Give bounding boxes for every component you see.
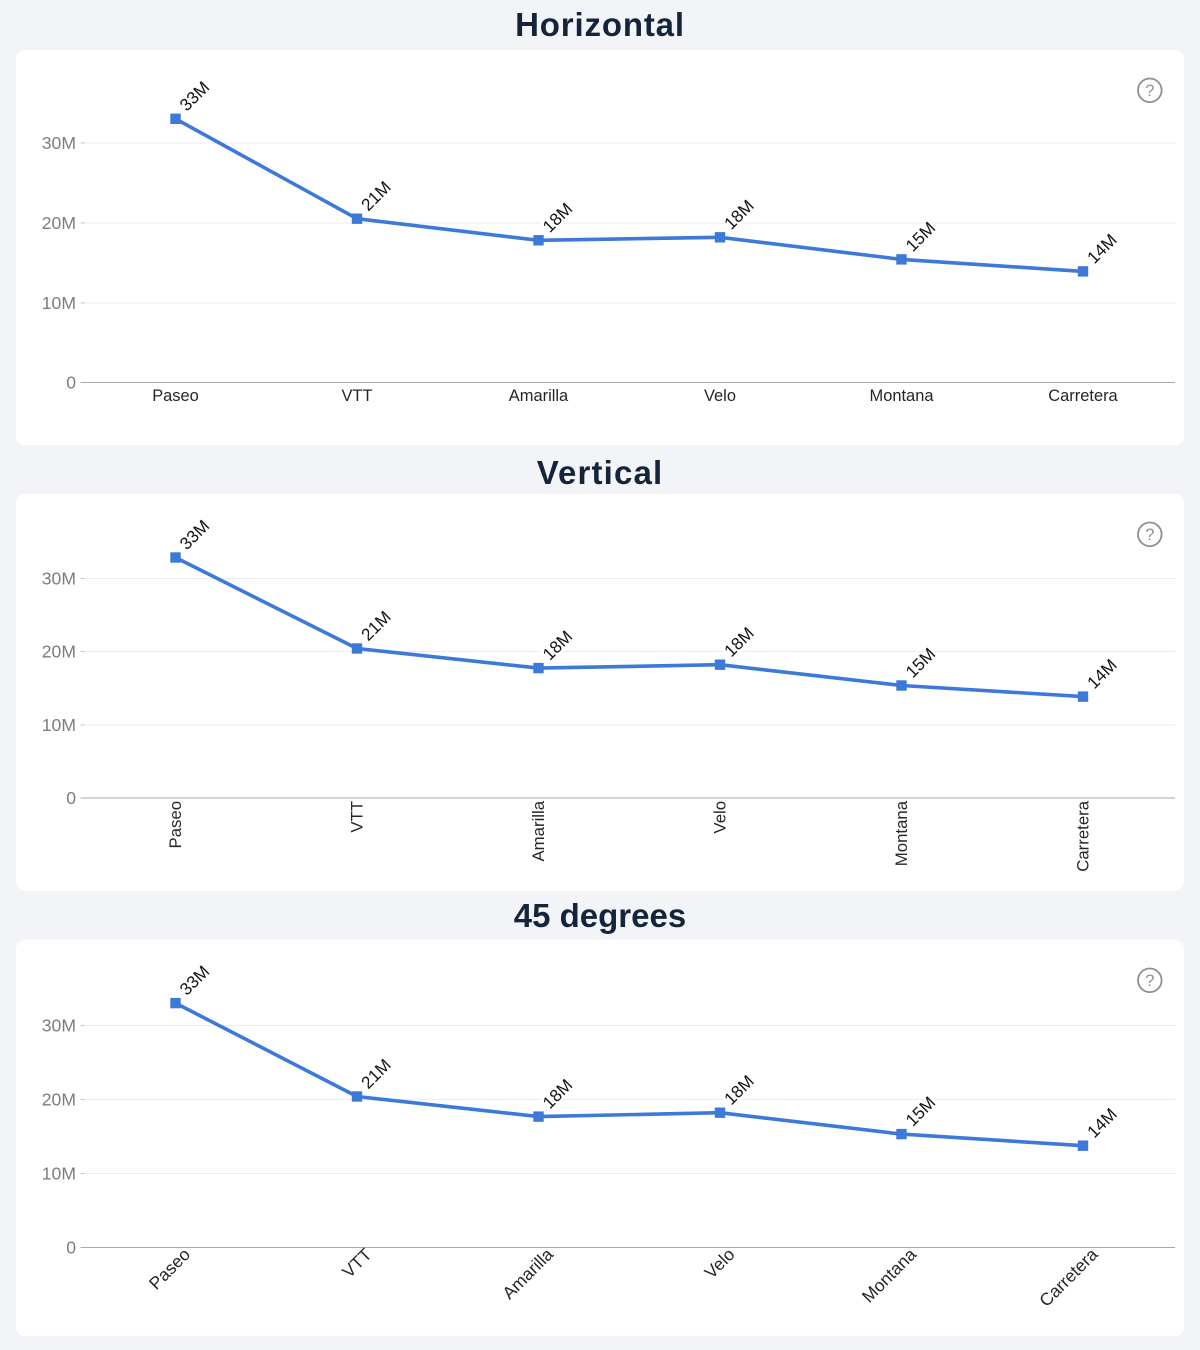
svg-text:Paseo: Paseo xyxy=(145,1244,194,1293)
svg-text:Paseo: Paseo xyxy=(166,801,185,849)
svg-text:Paseo: Paseo xyxy=(152,387,199,405)
svg-text:VTT: VTT xyxy=(348,801,367,833)
svg-text:20M: 20M xyxy=(42,642,76,662)
svg-text:30M: 30M xyxy=(42,1016,76,1036)
svg-text:10M: 10M xyxy=(42,715,76,735)
svg-text:18M: 18M xyxy=(720,1071,758,1109)
svg-text:14M: 14M xyxy=(1083,655,1121,693)
svg-text:20M: 20M xyxy=(42,213,76,233)
svg-text:18M: 18M xyxy=(538,1075,576,1113)
svg-text:VTT: VTT xyxy=(338,1244,376,1282)
svg-text:Carretera: Carretera xyxy=(1035,1244,1102,1311)
svg-text:Carretera: Carretera xyxy=(1048,387,1118,405)
svg-text:0: 0 xyxy=(66,372,76,392)
svg-text:14M: 14M xyxy=(1083,229,1121,267)
svg-text:?: ? xyxy=(1145,82,1154,100)
svg-text:Velo: Velo xyxy=(700,1244,738,1282)
svg-text:21M: 21M xyxy=(357,607,395,645)
svg-text:14M: 14M xyxy=(1083,1104,1121,1142)
svg-text:Amarilla: Amarilla xyxy=(498,1244,557,1303)
svg-text:30M: 30M xyxy=(42,133,76,153)
svg-text:Velo: Velo xyxy=(711,801,730,834)
svg-text:21M: 21M xyxy=(357,1055,395,1093)
svg-text:33M: 33M xyxy=(175,77,213,115)
svg-text:?: ? xyxy=(1145,972,1154,990)
svg-text:21M: 21M xyxy=(357,177,395,215)
svg-text:18M: 18M xyxy=(720,195,758,233)
svg-text:Montana: Montana xyxy=(858,1244,920,1306)
svg-text:Amarilla: Amarilla xyxy=(509,387,569,405)
svg-text:18M: 18M xyxy=(538,627,576,665)
svg-text:0: 0 xyxy=(66,788,76,808)
svg-text:VTT: VTT xyxy=(341,387,372,405)
svg-text:20M: 20M xyxy=(42,1090,76,1110)
svg-text:18M: 18M xyxy=(720,623,758,661)
svg-text:15M: 15M xyxy=(901,644,939,682)
svg-text:18M: 18M xyxy=(538,198,576,236)
svg-text:Montana: Montana xyxy=(892,801,911,867)
svg-text:15M: 15M xyxy=(901,1093,939,1131)
svg-text:30M: 30M xyxy=(42,569,76,589)
svg-text:0: 0 xyxy=(66,1238,76,1258)
svg-text:Amarilla: Amarilla xyxy=(529,801,548,862)
svg-text:33M: 33M xyxy=(175,962,213,1000)
svg-text:10M: 10M xyxy=(42,1164,76,1184)
svg-text:Montana: Montana xyxy=(870,387,935,405)
svg-text:?: ? xyxy=(1145,526,1154,544)
svg-text:Velo: Velo xyxy=(704,387,736,405)
svg-text:Carretera: Carretera xyxy=(1074,801,1093,873)
svg-text:33M: 33M xyxy=(175,516,213,554)
svg-text:10M: 10M xyxy=(42,293,76,313)
